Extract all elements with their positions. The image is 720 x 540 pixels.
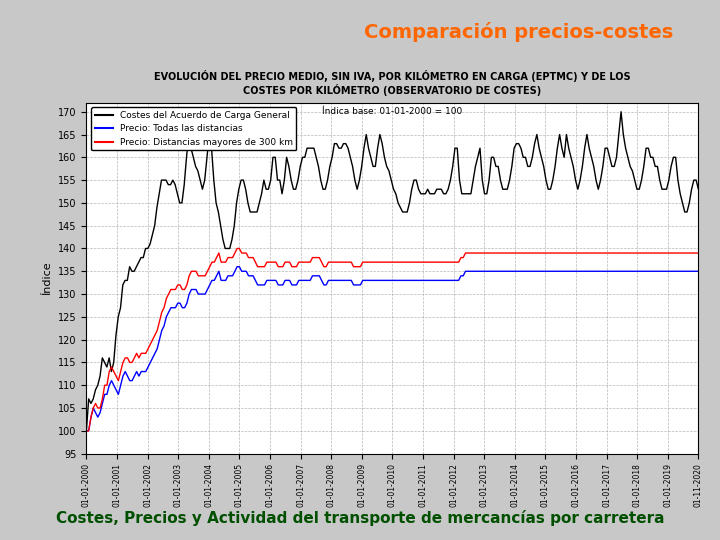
Precio: Distancias mayores de 300 km: (4.93, 140): Distancias mayores de 300 km: (4.93, 140…: [233, 245, 241, 252]
Text: Índica base: 01-01-2000 = 100: Índica base: 01-01-2000 = 100: [323, 106, 462, 116]
Costes del Acuerdo de Carga General: [292, 186, 300, 192]
Legend: Costes del Acuerdo de Carga General, Precio: Todas las distancias, Precio: Dista: Costes del Acuerdo de Carga General, Pre…: [91, 107, 297, 150]
Precio: Distancias mayores de 300 km: (13, 139): Distancias mayores de 300 km: (13, 139): [480, 250, 488, 256]
Precio: Todas las distancias: (12, 133): Todas las distancias: (12, 133): [450, 277, 459, 284]
Text: EVOLUCIÓN DEL PRECIO MEDIO, SIN IVA, POR KILÓMETRO EN CARGA (EPTMC) Y DE LOS
COS: EVOLUCIÓN DEL PRECIO MEDIO, SIN IVA, POR…: [154, 70, 631, 96]
Precio: Todas las distancias: (2.54, 123): Todas las distancias: (2.54, 123): [160, 323, 168, 329]
Precio: Distancias mayores de 300 km: (0, 100): Distancias mayores de 300 km: (0, 100): [82, 428, 91, 434]
Precio: Distancias mayores de 300 km: (2.54, 127): Distancias mayores de 300 km: (2.54, 127…: [160, 305, 168, 311]
Costes del Acuerdo de Carga General: [246, 209, 255, 215]
Precio: Todas las distancias: (1.57, 112): Todas las distancias: (1.57, 112): [130, 373, 139, 379]
Costes del Acuerdo de Carga General: [105, 355, 114, 361]
Text: Costes, Precios y Actividad del transporte de mercancías por carretera: Costes, Precios y Actividad del transpor…: [55, 510, 665, 526]
Costes del Acuerdo de Carga General: [694, 186, 703, 192]
Precio: Todas las distancias: (13, 135): Todas las distancias: (13, 135): [480, 268, 488, 274]
Precio: Todas las distancias: (7.31, 133): Todas las distancias: (7.31, 133): [306, 277, 315, 284]
Line: Costes del Acuerdo de Carga General: Costes del Acuerdo de Carga General: [86, 112, 698, 431]
Precio: Todas las distancias: (1.04, 108): Todas las distancias: (1.04, 108): [114, 391, 122, 397]
Line: Precio: Distancias mayores de 300 km: Precio: Distancias mayores de 300 km: [86, 248, 698, 431]
Precio: Distancias mayores de 300 km: (20, 139): Distancias mayores de 300 km: (20, 139): [694, 250, 703, 256]
Precio: Todas las distancias: (20, 135): Todas las distancias: (20, 135): [694, 268, 703, 274]
Precio: Todas las distancias: (0, 100): Todas las distancias: (0, 100): [82, 428, 91, 434]
Precio: Todas las distancias: (4.93, 136): Todas las distancias: (4.93, 136): [233, 264, 241, 270]
Precio: Distancias mayores de 300 km: (7.31, 137): Distancias mayores de 300 km: (7.31, 137…: [306, 259, 315, 265]
Precio: Distancias mayores de 300 km: (1.04, 111): Distancias mayores de 300 km: (1.04, 111…: [114, 377, 122, 384]
Y-axis label: Índice: Índice: [42, 261, 53, 295]
Costes del Acuerdo de Carga General: [82, 428, 91, 434]
Precio: Distancias mayores de 300 km: (1.57, 116): Distancias mayores de 300 km: (1.57, 116…: [130, 355, 139, 361]
Line: Precio: Todas las distancias: Precio: Todas las distancias: [86, 267, 698, 431]
Text: Comparación precios-costes: Comparación precios-costes: [364, 22, 673, 43]
Precio: Distancias mayores de 300 km: (12, 137): Distancias mayores de 300 km: (12, 137): [450, 259, 459, 265]
Costes del Acuerdo de Carga General: [176, 200, 184, 206]
Costes del Acuerdo de Carga General: [500, 186, 509, 192]
Costes del Acuerdo de Carga General: [433, 186, 441, 192]
Costes del Acuerdo de Carga General: [617, 109, 626, 115]
